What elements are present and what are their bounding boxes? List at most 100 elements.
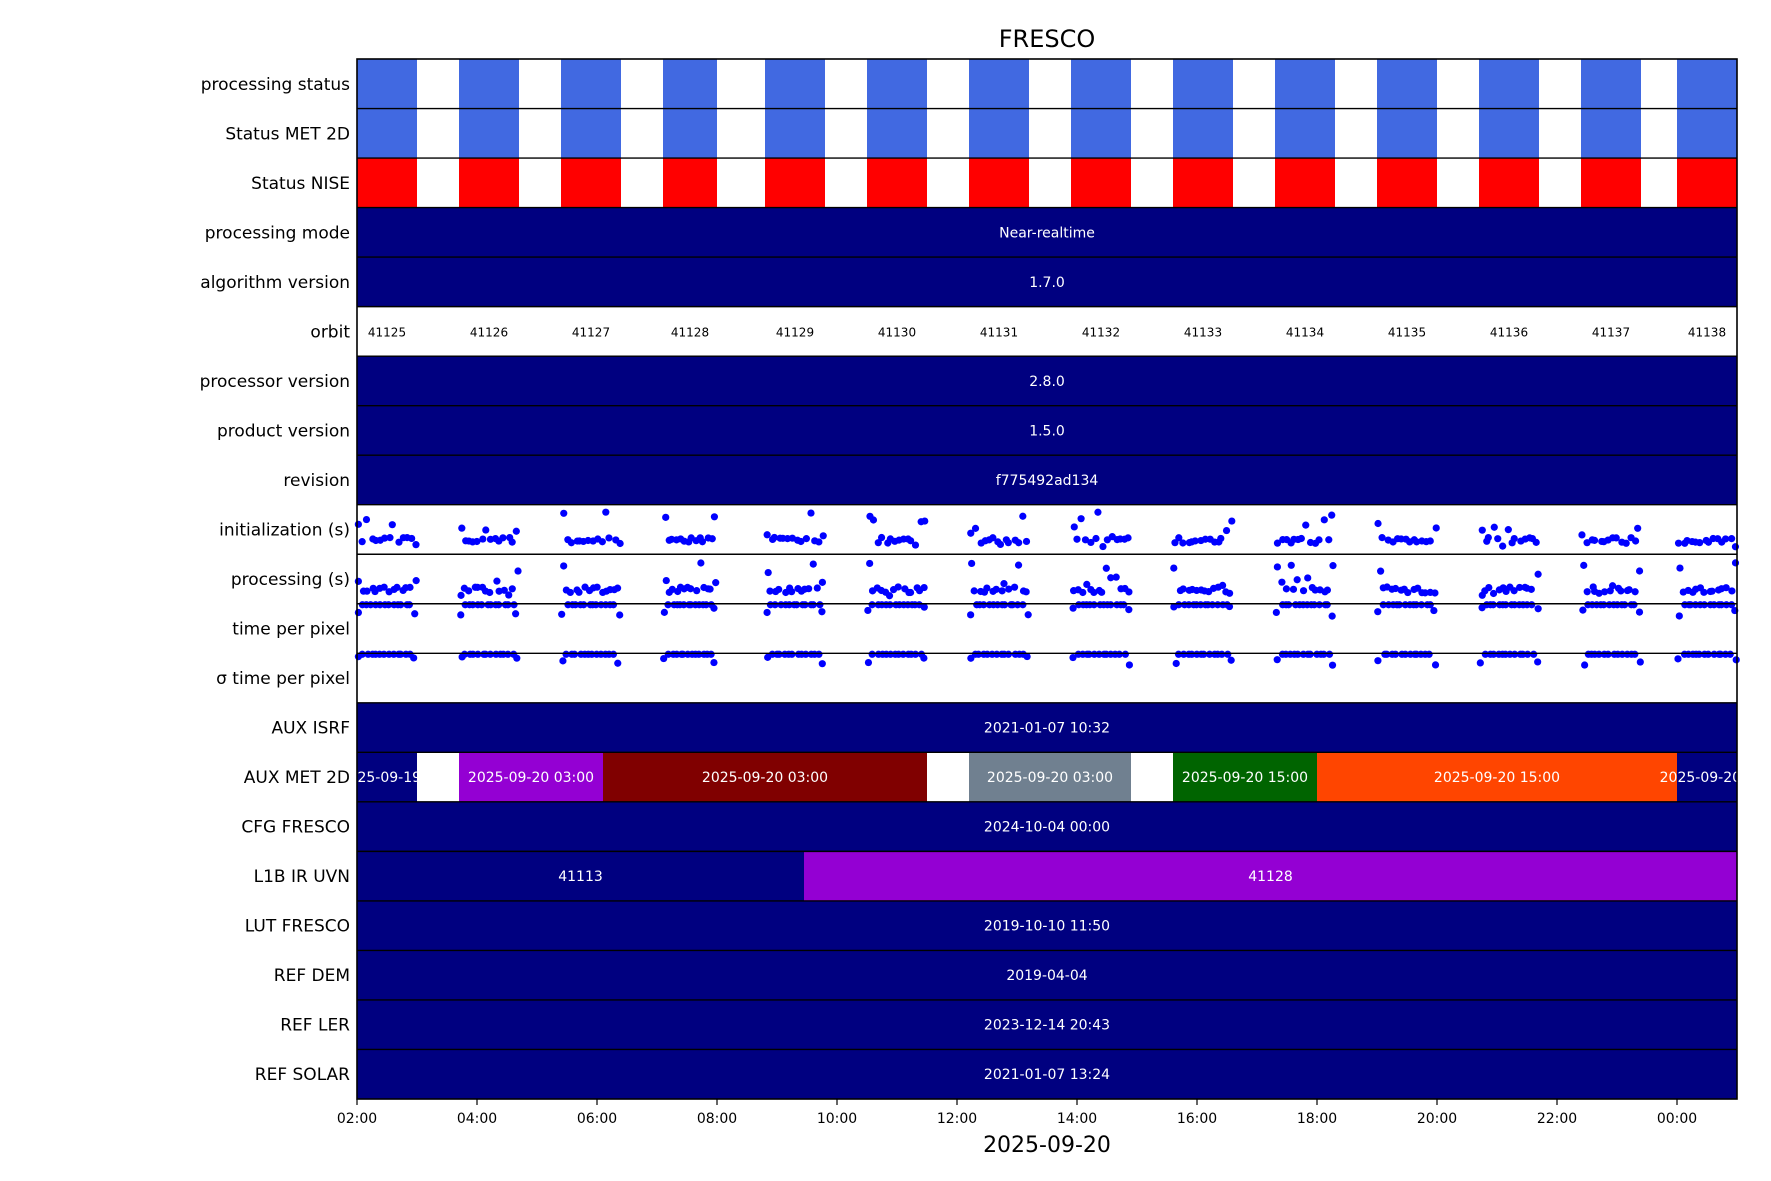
point-initialization-s-28 bbox=[560, 509, 568, 517]
point-processing-s-177 bbox=[1617, 587, 1625, 595]
point-time-per-pixel-142 bbox=[1383, 650, 1391, 658]
point-processing-s-144 bbox=[1391, 584, 1400, 593]
point-initialization-s-42 bbox=[662, 513, 670, 521]
point-initialization-s-133 bbox=[1302, 521, 1310, 529]
point-time-per-pixel-69 bbox=[818, 608, 826, 616]
orbit-label-4: 41129 bbox=[776, 325, 814, 339]
point-time-per-pixel-93 bbox=[1004, 650, 1013, 658]
status-block-status-nise-13 bbox=[1677, 158, 1737, 208]
band-text-aux-isrf-0: 2021-01-07 10:32 bbox=[984, 721, 1110, 737]
point-time-per-pixel-113 bbox=[1174, 650, 1183, 658]
point-time-per-pixel-40 bbox=[609, 601, 618, 609]
row-lut-fresco: LUT FRESCO 2019-10-10 11:50 bbox=[245, 900, 1737, 951]
point-initialization-s-73 bbox=[877, 533, 886, 542]
point-initialization-s-99 bbox=[1073, 535, 1081, 543]
point-time-per-pixel-126 bbox=[1273, 656, 1281, 664]
point-time-per-pixel-67 bbox=[809, 601, 817, 609]
point-time-per-pixel-146 bbox=[1401, 650, 1409, 658]
point-processing-s-139 bbox=[1329, 562, 1337, 570]
row-label-time-per-pixel: time per pixel bbox=[232, 620, 350, 640]
point-time-per-pixel-181 bbox=[1636, 658, 1644, 666]
point-time-per-pixel-31 bbox=[570, 650, 579, 658]
status-block-status-met-2d-10 bbox=[1377, 108, 1437, 159]
point-time-per-pixel-84 bbox=[967, 611, 975, 619]
status-block-status-nise-0 bbox=[357, 158, 417, 208]
row-label-cfg-fresco: CFG FRESCO bbox=[241, 818, 350, 838]
point-processing-s-105 bbox=[1098, 588, 1106, 596]
status-block-status-met-2d-9 bbox=[1275, 108, 1335, 159]
point-initialization-s-112 bbox=[1171, 539, 1179, 547]
point-processing-s-32 bbox=[575, 588, 583, 596]
point-initialization-s-139 bbox=[1328, 511, 1336, 519]
point-initialization-s-102 bbox=[1087, 538, 1095, 547]
row-area-processor-version: 2.8.0 bbox=[357, 356, 1737, 406]
point-time-per-pixel-29 bbox=[562, 650, 570, 658]
point-initialization-s-14 bbox=[458, 524, 466, 532]
point-time-per-pixel-180 bbox=[1630, 601, 1638, 609]
point-processing-s-127 bbox=[1278, 578, 1286, 586]
status-block-processing-status-5 bbox=[867, 59, 927, 109]
row-time-per-pixel: σ time per pixel bbox=[216, 650, 1740, 689]
point-initialization-s-95 bbox=[1015, 539, 1023, 547]
point-time-per-pixel-13 bbox=[410, 654, 418, 662]
row-area-revision: f775492ad134 bbox=[357, 455, 1737, 505]
band-segment-l1b-ir-uvn-1 bbox=[804, 851, 1737, 901]
point-time-per-pixel-55 bbox=[710, 658, 718, 667]
point-initialization-s-117 bbox=[1191, 537, 1199, 545]
row-processing-s: processing (s) bbox=[231, 559, 1740, 600]
band-segment-processing-mode-0 bbox=[357, 207, 1737, 258]
x-axis-ticks: 02:00 04:00 06:00 08:00 10:00 12:00 14:00 16:00… bbox=[337, 1099, 1697, 1127]
point-processing-s-22 bbox=[493, 577, 501, 585]
point-time-per-pixel-192 bbox=[1716, 650, 1725, 658]
point-initialization-s-111 bbox=[1124, 534, 1132, 542]
row-area-orbit: 41125 41126 41127 41128 41129 41130 41131 41132… bbox=[368, 325, 1726, 339]
status-block-status-nise-12 bbox=[1581, 158, 1641, 208]
band-segment-aux-met-2d-5 bbox=[1317, 752, 1677, 802]
point-processing-s-83 bbox=[920, 583, 928, 592]
row-l1b-ir-uvn: L1B IR UVN 41113 41128 bbox=[254, 851, 1737, 901]
point-time-per-pixel-23 bbox=[495, 601, 503, 609]
point-time-per-pixel-92 bbox=[1001, 601, 1009, 609]
point-time-per-pixel-41 bbox=[614, 659, 622, 667]
point-time-per-pixel-177 bbox=[1618, 650, 1626, 658]
status-block-status-nise-11 bbox=[1479, 158, 1539, 208]
plot-frame bbox=[356, 58, 1738, 1100]
point-time-per-pixel-125 bbox=[1227, 656, 1235, 664]
status-block-processing-status-3 bbox=[663, 59, 717, 109]
band-text-ref-dem-0: 2019-04-04 bbox=[1006, 968, 1087, 984]
orbit-label-3: 41128 bbox=[671, 325, 709, 339]
point-processing-s-190 bbox=[1708, 587, 1716, 595]
point-processing-s-50 bbox=[693, 587, 701, 595]
band-text-aux-met-2d-2: 2025-09-20 03:00 bbox=[702, 770, 828, 786]
row-label-lut-fresco: LUT FRESCO bbox=[245, 917, 350, 937]
point-processing-s-49 bbox=[686, 585, 695, 593]
point-processing-s-106 bbox=[1102, 564, 1110, 572]
point-processing-s-36 bbox=[593, 583, 601, 591]
point-processing-s-66 bbox=[805, 585, 813, 593]
status-block-status-met-2d-12 bbox=[1581, 108, 1641, 159]
row-area-product-version: 1.5.0 bbox=[357, 405, 1737, 456]
point-processing-s-57 bbox=[766, 587, 774, 595]
point-time-per-pixel-95 bbox=[1014, 601, 1022, 609]
point-time-per-pixel-190 bbox=[1710, 650, 1718, 658]
point-initialization-s-154 bbox=[1478, 526, 1486, 534]
point-processing-s-172 bbox=[1595, 589, 1603, 597]
row-area-aux-isrf: 2021-01-07 10:32 bbox=[357, 702, 1737, 753]
point-processing-s-153 bbox=[1431, 589, 1439, 597]
row-label-ref-dem: REF DEM bbox=[274, 966, 350, 986]
point-initialization-s-26 bbox=[508, 538, 516, 546]
point-time-per-pixel-1 bbox=[358, 650, 366, 658]
point-initialization-s-193 bbox=[1721, 535, 1730, 543]
point-initialization-s-153 bbox=[1432, 524, 1440, 532]
status-block-status-met-2d-4 bbox=[765, 108, 825, 159]
row-label-time-per-pixel: σ time per pixel bbox=[216, 669, 350, 689]
status-block-status-met-2d-0 bbox=[357, 108, 417, 159]
point-initialization-s-27 bbox=[512, 527, 520, 535]
point-initialization-s-187 bbox=[1696, 539, 1704, 547]
band-segment-aux-met-2d-4 bbox=[1173, 752, 1317, 802]
point-time-per-pixel-124 bbox=[1224, 650, 1232, 658]
status-block-processing-status-6 bbox=[969, 59, 1029, 109]
point-processing-s-130 bbox=[1289, 585, 1298, 593]
point-time-per-pixel-71 bbox=[868, 650, 876, 658]
point-time-per-pixel-109 bbox=[1115, 650, 1123, 658]
